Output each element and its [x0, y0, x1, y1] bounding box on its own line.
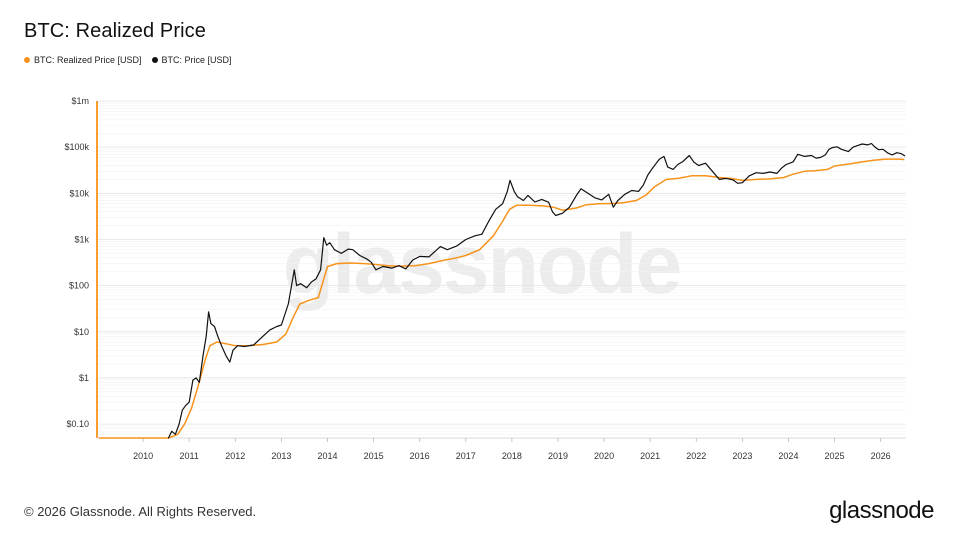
y-tick-label: $1k — [74, 234, 89, 244]
legend-label-price: BTC: Price [USD] — [161, 55, 232, 65]
x-tick-label: 2011 — [180, 451, 199, 461]
x-tick-label: 2024 — [778, 451, 798, 461]
x-tick-label: 2025 — [825, 451, 845, 461]
legend-swatch-realized-price — [24, 57, 30, 63]
copyright-notice: © 2026 Glassnode. All Rights Reserved. — [24, 504, 257, 519]
glassnode-logo: glassnode — [829, 497, 934, 524]
chart-legend: BTC: Realized Price [USD] BTC: Price [US… — [24, 55, 232, 65]
y-tick-label: $10k — [69, 188, 89, 198]
x-tick-label: 2020 — [594, 451, 614, 461]
x-tick-label: 2019 — [548, 451, 568, 461]
x-tick-label: 2017 — [456, 451, 476, 461]
legend-item-realized-price[interactable]: BTC: Realized Price [USD] — [24, 55, 142, 65]
x-tick-label: 2013 — [271, 451, 291, 461]
y-tick-label: $1 — [79, 373, 89, 383]
chart-title: BTC: Realized Price — [24, 20, 206, 42]
legend-label-realized-price: BTC: Realized Price [USD] — [34, 55, 142, 65]
y-tick-label: $100k — [64, 142, 89, 152]
series-line-price — [167, 142, 906, 439]
x-tick-label: 2022 — [686, 451, 706, 461]
x-tick-label: 2016 — [410, 451, 430, 461]
x-tick-label: 2023 — [732, 451, 752, 461]
y-tick-label: $10 — [74, 327, 89, 337]
x-tick-label: 2012 — [225, 451, 245, 461]
x-tick-label: 2014 — [317, 451, 337, 461]
x-tick-label: 2010 — [133, 451, 153, 461]
legend-swatch-price — [151, 57, 158, 63]
x-tick-label: 2015 — [364, 451, 384, 461]
x-tick-label: 2026 — [871, 451, 891, 461]
x-tick-label: 2021 — [640, 451, 660, 461]
y-tick-label: $0.10 — [66, 419, 89, 429]
legend-item-price[interactable]: BTC: Price [USD] — [151, 55, 232, 65]
y-tick-label: $100 — [69, 281, 89, 291]
y-tick-label: $1m — [71, 96, 89, 106]
series-line-realized-price — [98, 158, 905, 439]
x-tick-label: 2018 — [502, 451, 522, 461]
